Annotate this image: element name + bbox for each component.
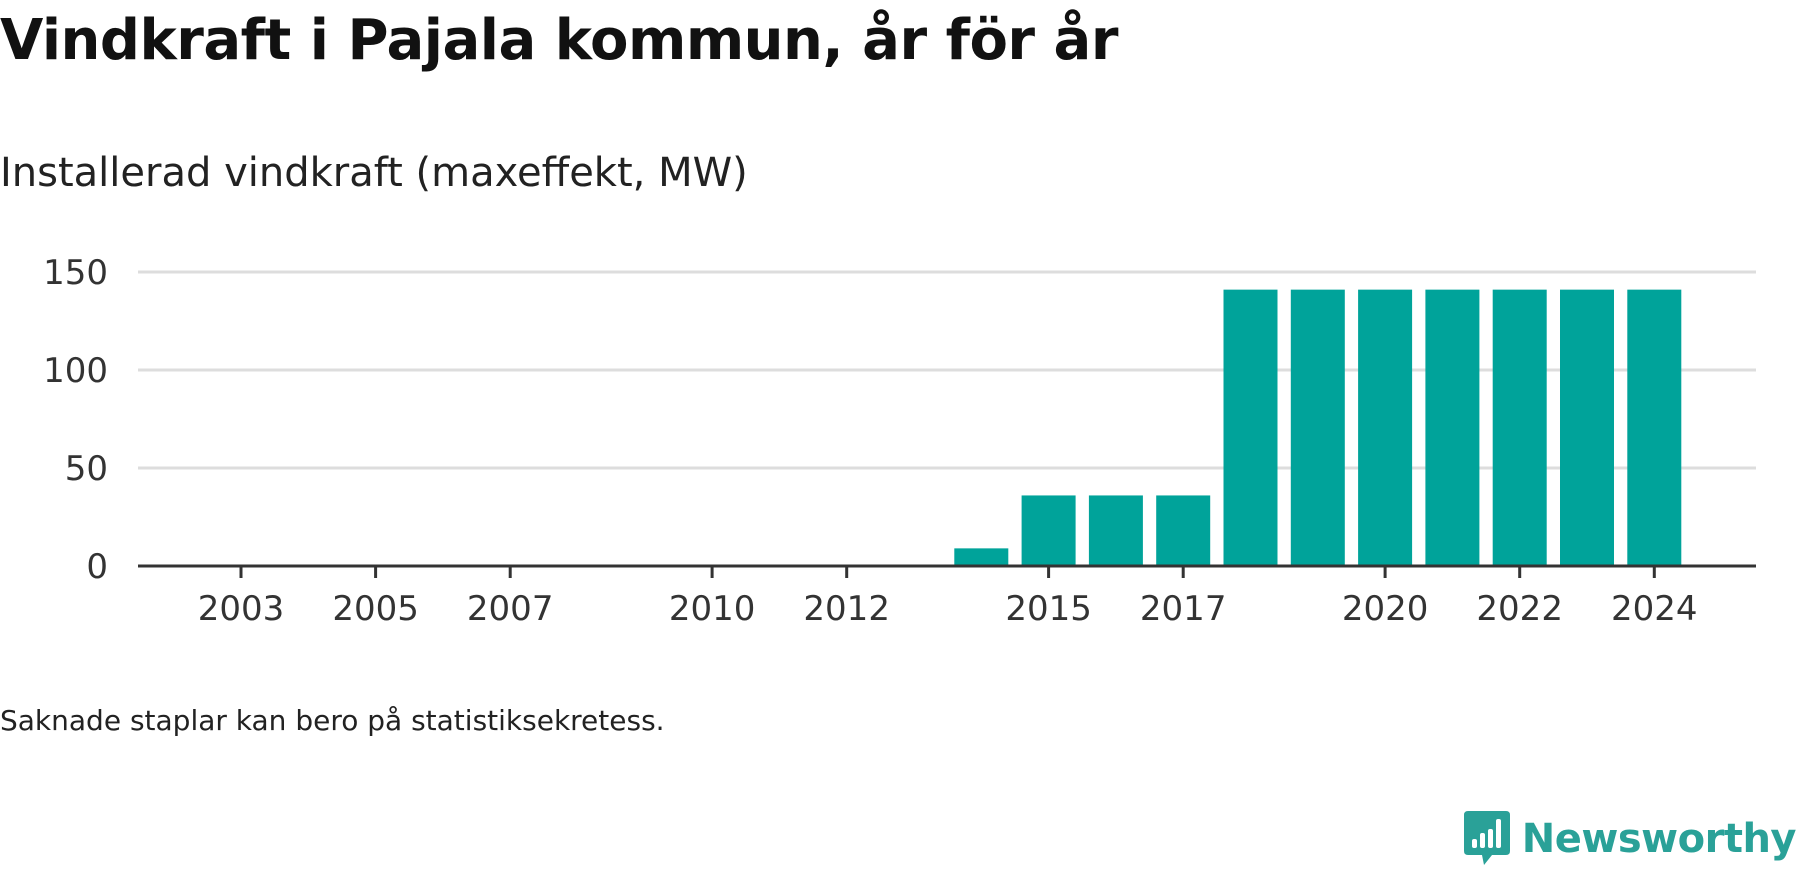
- x-tick-label: 2015: [1005, 589, 1092, 629]
- bar-chart: 0 50 100 150 2003 2005 2007 2010 2012 2015 2017 202…: [43, 253, 1756, 629]
- x-tick-label: 2020: [1342, 589, 1429, 629]
- bar: [1425, 289, 1480, 566]
- bar: [1492, 289, 1547, 566]
- footnote: Saknade staplar kan bero på statistiksek…: [0, 704, 665, 737]
- bar: [1627, 289, 1682, 566]
- chart-area: 0 50 100 150 2003 2005 2007 2010 2012 2015 2017 202…: [0, 240, 1800, 640]
- x-tick-label: 2022: [1476, 589, 1563, 629]
- bar: [1290, 289, 1345, 566]
- bar: [1560, 289, 1614, 566]
- chart-title: Vindkraft i Pajala kommun, år för år: [0, 8, 1118, 73]
- bar: [1156, 495, 1211, 566]
- newsworthy-logo: Newsworthy: [1462, 809, 1797, 869]
- x-tick-label: 2017: [1140, 589, 1227, 629]
- x-tick-label: 2007: [467, 589, 554, 629]
- newsworthy-logo-icon: [1463, 811, 1510, 865]
- x-tick-label: 2003: [198, 589, 285, 629]
- bar: [954, 548, 1009, 566]
- bar: [1223, 289, 1278, 566]
- chart-subtitle: Installerad vindkraft (maxeffekt, MW): [0, 150, 748, 196]
- bar: [1358, 289, 1413, 566]
- y-tick-label: 0: [86, 547, 108, 587]
- x-tick-label: 2005: [332, 589, 419, 629]
- x-tick-label: 2010: [669, 589, 756, 629]
- y-tick-label: 100: [43, 351, 108, 391]
- y-tick-label: 150: [43, 253, 108, 293]
- x-tick-label: 2012: [803, 589, 890, 629]
- bar: [1021, 495, 1076, 566]
- logo-text: Newsworthy: [1521, 816, 1797, 862]
- x-tick-label: 2024: [1611, 589, 1698, 629]
- y-tick-label: 50: [65, 449, 108, 489]
- bar: [1088, 495, 1143, 566]
